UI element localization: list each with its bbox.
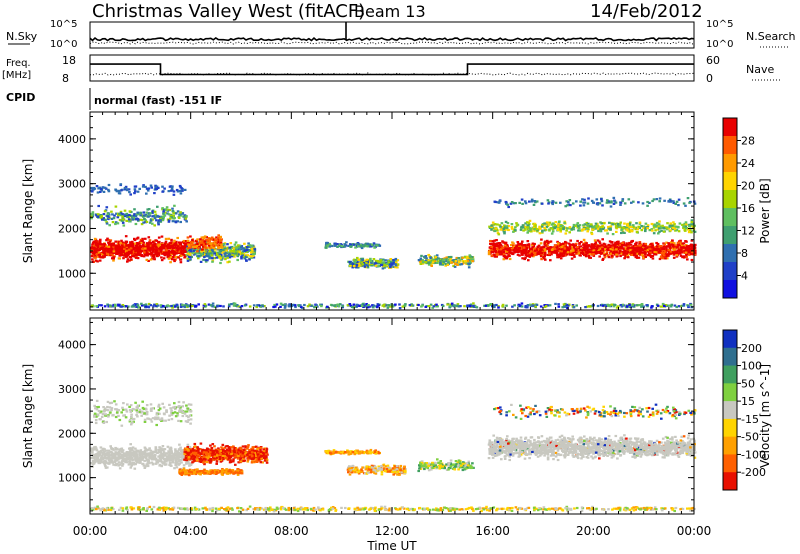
power-colorbar: 28 24 20 16 12 8 4 <box>722 117 755 299</box>
time-tick-label: 08:00 <box>274 524 309 538</box>
colorbar-swatch <box>723 190 737 209</box>
colorbar-swatch <box>723 383 737 402</box>
nsky-label: N.Sky <box>6 30 38 43</box>
colorbar-tick-label: 12 <box>741 225 755 238</box>
freq-unit-label: [MHz] <box>2 70 31 81</box>
velocity-colorbar: 200 100 50 15 -15 -50 -100 -200 <box>722 329 766 491</box>
colorbar-swatch <box>723 262 737 281</box>
time-tick-label: 20:00 <box>576 524 611 538</box>
colorbar-swatch <box>723 454 737 473</box>
colorbar-tick-label: -200 <box>741 466 766 479</box>
colorbar-swatch <box>723 244 737 263</box>
power-axis-ticks: 1000 2000 3000 4000 <box>58 112 695 310</box>
freq-tick-top: 18 <box>62 54 76 67</box>
y-tick-label: 2000 <box>58 427 86 440</box>
power-data <box>90 183 697 310</box>
time-tick-label: 00:00 <box>677 524 712 538</box>
nsky-panel-frame <box>89 21 695 49</box>
velocity-axis-ticks: 1000 2000 3000 4000 <box>58 318 695 514</box>
time-tick-label: 12:00 <box>375 524 410 538</box>
nsearch-trace <box>89 41 694 45</box>
nave-label: Nave <box>746 63 774 76</box>
colorbar-tick-label: -100 <box>741 448 766 461</box>
colorbar-swatch <box>723 347 737 367</box>
cpid-mode: normal (fast) -151 IF <box>94 94 222 107</box>
nsky-tick-bottom: 10^0 <box>50 39 77 50</box>
colorbar-swatch <box>723 472 737 491</box>
colorbar-tick-label: 100 <box>741 360 762 373</box>
colorbar-swatch <box>723 365 737 384</box>
time-axis-label: Time UT <box>366 539 417 553</box>
velocity-colorbar-label: Velocity [m s^-1] <box>758 364 772 468</box>
y-tick-label: 1000 <box>58 267 86 280</box>
date-label: 14/Feb/2012 <box>590 1 703 22</box>
time-tick-label: 16:00 <box>475 524 510 538</box>
colorbar-swatch <box>723 436 737 455</box>
time-tick-label: 00:00 <box>73 524 108 538</box>
colorbar-tick-label: 8 <box>741 247 748 260</box>
colorbar-swatch <box>723 330 737 349</box>
y-tick-label: 1000 <box>58 472 86 485</box>
beam-label: Beam 13 <box>354 2 426 21</box>
colorbar-tick-label: 24 <box>741 157 755 170</box>
power-ylabel: Slant Range [km] <box>21 159 35 263</box>
colorbar-swatch <box>723 418 737 438</box>
colorbar-swatch <box>723 226 737 245</box>
colorbar-tick-label: 16 <box>741 202 755 215</box>
colorbar-tick-label: 15 <box>741 395 755 408</box>
colorbar-tick-label: 200 <box>741 342 762 355</box>
y-tick-label: 4000 <box>58 133 86 146</box>
velocity-ylabel: Slant Range [km] <box>21 364 35 468</box>
freq-panel-frame <box>89 54 695 82</box>
power-panel-frame <box>89 111 695 311</box>
nave-tick-top: 60 <box>706 54 720 67</box>
colorbar-swatch <box>723 401 737 420</box>
colorbar-swatch <box>723 208 737 227</box>
nave-tick-bottom: 0 <box>706 72 713 85</box>
colorbar-swatch <box>723 118 737 137</box>
nsky-tick-top: 10^5 <box>50 19 77 30</box>
figure-title: Christmas Valley West (fitACF) <box>92 1 365 22</box>
y-tick-label: 3000 <box>58 178 86 191</box>
colorbar-tick-label: 28 <box>741 135 755 148</box>
nsearch-tick-top: 10^5 <box>706 19 733 30</box>
freq-tick-bottom: 8 <box>62 72 69 85</box>
colorbar-swatch <box>723 280 737 299</box>
cpid-label: CPID <box>6 91 35 104</box>
velocity-data <box>90 399 697 513</box>
y-tick-label: 3000 <box>58 383 86 396</box>
colorbar-tick-label: 50 <box>741 377 755 390</box>
colorbar-tick-label: 4 <box>741 270 748 283</box>
colorbar-tick-label: -15 <box>741 413 759 426</box>
y-tick-label: 4000 <box>58 339 86 352</box>
nsearch-label: N.Search <box>746 30 796 43</box>
colorbar-tick-label: 20 <box>741 180 755 193</box>
colorbar-swatch <box>723 154 737 173</box>
colorbar-swatch <box>723 136 737 155</box>
colorbar-swatch <box>723 172 737 191</box>
freq-trace <box>90 63 694 76</box>
y-tick-label: 2000 <box>58 222 86 235</box>
freq-label: Freq. <box>6 58 31 69</box>
colorbar-tick-label: -50 <box>741 431 759 444</box>
nsearch-tick-bottom: 10^0 <box>706 39 733 50</box>
nsky-trace <box>89 36 695 42</box>
time-tick-labels: 00:00 04:00 08:00 12:00 16:00 20:00 00:00 <box>73 524 712 538</box>
time-tick-label: 04:00 <box>173 524 208 538</box>
power-colorbar-label: Power [dB] <box>758 178 772 243</box>
